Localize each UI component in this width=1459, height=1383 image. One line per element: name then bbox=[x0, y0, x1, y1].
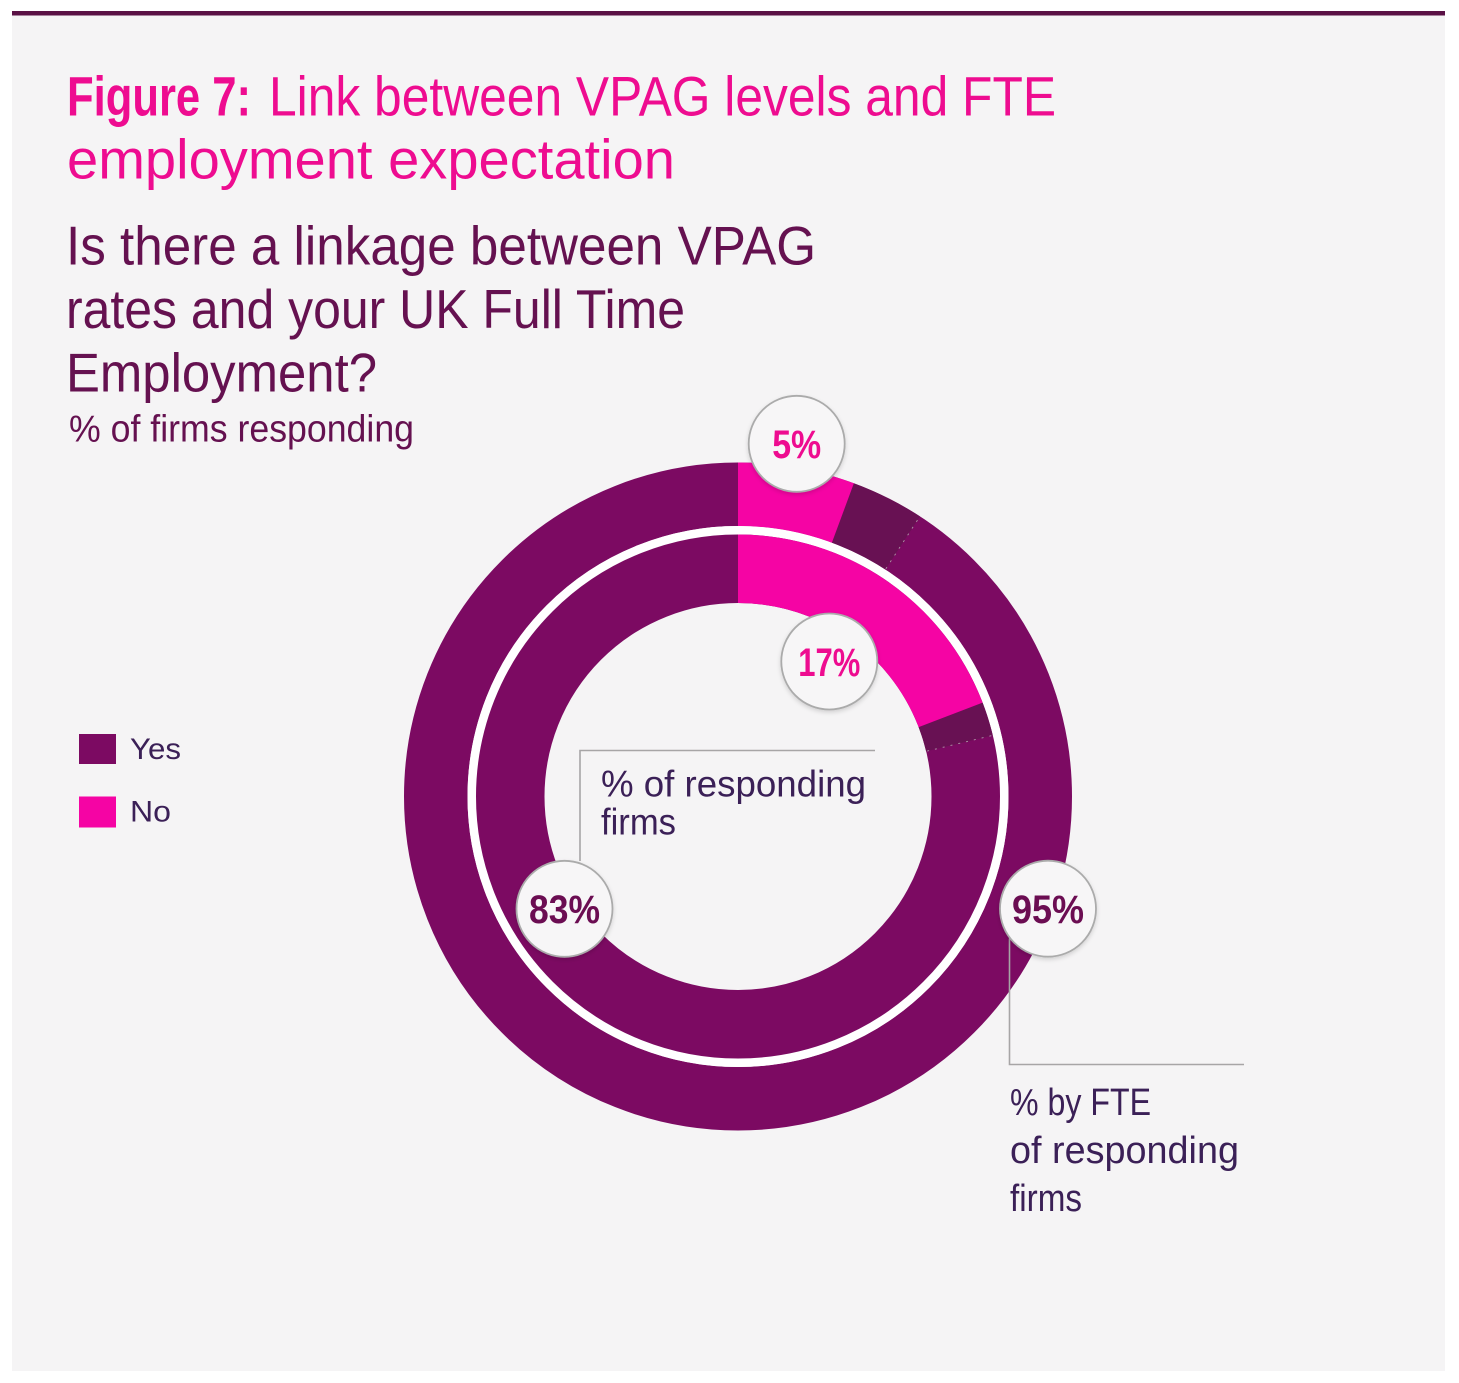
svg-text:Link between VPAG levels and F: Link between VPAG levels and FTE bbox=[269, 65, 1056, 128]
svg-text:Figure 7:: Figure 7: bbox=[67, 65, 251, 128]
svg-text:% of responding: % of responding bbox=[601, 763, 866, 804]
svg-text:% by FTE: % by FTE bbox=[1010, 1082, 1151, 1124]
svg-text:17%: 17% bbox=[798, 641, 860, 685]
svg-text:Employment?: Employment? bbox=[66, 341, 377, 403]
svg-text:employment expectation: employment expectation bbox=[67, 128, 675, 191]
svg-text:Yes: Yes bbox=[130, 733, 181, 766]
svg-text:% of firms responding: % of firms responding bbox=[69, 409, 414, 451]
svg-text:of responding: of responding bbox=[1010, 1130, 1239, 1172]
svg-text:firms: firms bbox=[601, 801, 676, 842]
svg-text:No: No bbox=[130, 796, 171, 829]
svg-text:Is there a linkage between VPA: Is there a linkage between VPAG bbox=[66, 215, 816, 277]
svg-text:5%: 5% bbox=[772, 423, 821, 467]
svg-text:rates and your UK Full Time: rates and your UK Full Time bbox=[66, 278, 685, 340]
svg-text:83%: 83% bbox=[529, 888, 600, 932]
svg-text:95%: 95% bbox=[1012, 888, 1084, 932]
svg-text:firms: firms bbox=[1010, 1178, 1082, 1220]
